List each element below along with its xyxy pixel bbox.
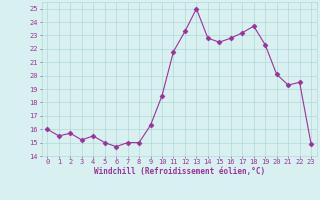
X-axis label: Windchill (Refroidissement éolien,°C): Windchill (Refroidissement éolien,°C) (94, 167, 265, 176)
